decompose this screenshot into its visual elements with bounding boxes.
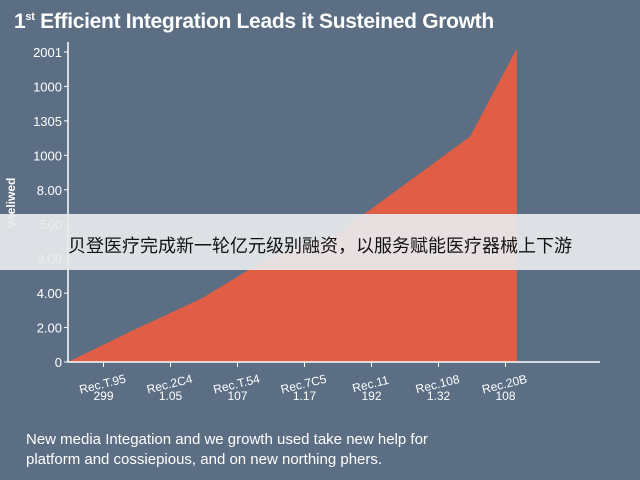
y-tick-label: 1000 xyxy=(33,79,62,94)
x-tick-value: 107 xyxy=(227,389,247,403)
x-tick-value: 108 xyxy=(495,389,515,403)
x-tick-value: 299 xyxy=(93,389,113,403)
y-tick-label: 4.00 xyxy=(37,286,62,301)
y-tick-label: 1305 xyxy=(33,114,62,129)
title-prefix: 1 xyxy=(14,10,26,33)
x-tick-value: 1.17 xyxy=(293,389,317,403)
caption-line-1: New media Integation and we growth used … xyxy=(26,431,428,448)
y-tick-label: 2001 xyxy=(33,45,62,60)
x-tick-value: 1.05 xyxy=(159,389,183,403)
area-series xyxy=(68,48,517,363)
y-tick-label: 0 xyxy=(55,355,62,370)
caption-line-2: platform and cossiepious, and on new nor… xyxy=(26,451,383,468)
chart-title: 1st Efficient Integration Leads it Suste… xyxy=(14,10,626,34)
y-tick-label: 1000 xyxy=(33,148,62,163)
title-text: Efficient Integration Leads it Susteined… xyxy=(40,10,494,33)
y-tick-label: 8.00 xyxy=(37,183,62,198)
y-tick-label: 2.00 xyxy=(37,321,62,336)
chart-caption: New media Integation and we growth used … xyxy=(26,430,626,470)
x-tick-value: 1.32 xyxy=(427,389,451,403)
x-tick-value: 192 xyxy=(361,389,381,403)
title-sup: st xyxy=(25,11,35,23)
banner-text: 贝登医疗完成新一轮亿元级别融资，以服务赋能医疗器械上下游 xyxy=(68,236,572,257)
news-banner: 贝登医疗完成新一轮亿元级别融资，以服务赋能医疗器械上下游 xyxy=(0,214,640,270)
